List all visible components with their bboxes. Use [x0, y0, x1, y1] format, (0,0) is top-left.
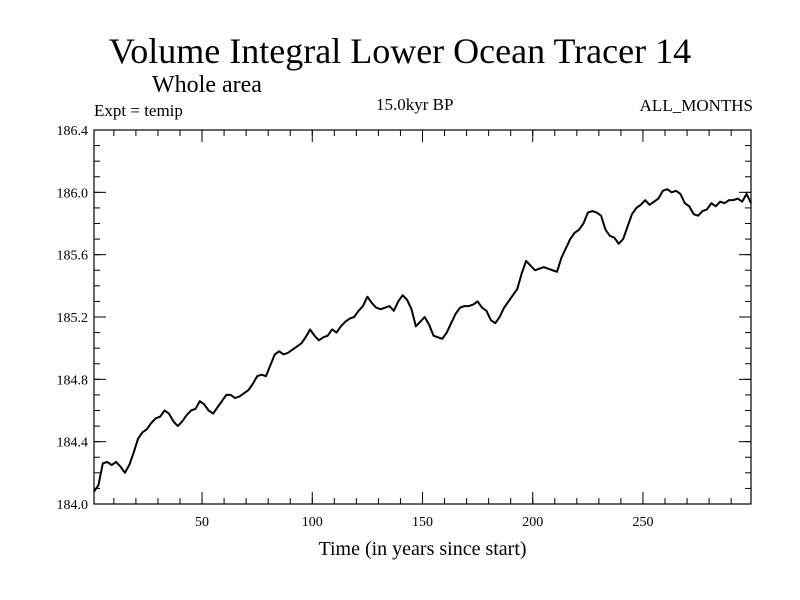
period-label: 15.0kyr BP: [376, 95, 454, 114]
x-tick-label: 200: [522, 515, 543, 530]
months-label: ALL_MONTHS: [639, 96, 753, 115]
tick-labels: 184.0 184.4 184.8 185.2 185.6 186.0 186.4 50 100…: [57, 124, 654, 530]
x-axis-label: Time (in years since start): [318, 538, 527, 560]
x-tick-label: 150: [412, 515, 433, 530]
y-tick-label: 184.0: [57, 498, 89, 513]
y-tick-label: 186.0: [57, 186, 89, 201]
y-tick-label: 185.2: [57, 311, 89, 326]
chart-subtitle: Whole area: [152, 72, 262, 98]
series-layer: [93, 188, 752, 493]
x-tick-label: 100: [302, 515, 323, 530]
axis-ticks: [94, 129, 751, 505]
y-tick-label: 186.4: [57, 124, 89, 139]
y-tick-label: 184.8: [57, 373, 89, 388]
x-tick-label: 50: [195, 515, 209, 530]
chart-title: Volume Integral Lower Ocean Tracer 14: [108, 31, 692, 71]
x-tick-label: 250: [632, 515, 653, 530]
y-tick-label: 185.6: [57, 249, 89, 264]
plot-frame: [93, 129, 752, 505]
experiment-label: Expt = temip: [94, 101, 183, 120]
y-tick-label: 184.4: [57, 436, 89, 451]
series-line: [93, 188, 752, 493]
